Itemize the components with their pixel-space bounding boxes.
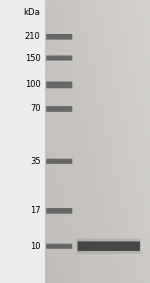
Text: 10: 10 [30,242,40,251]
FancyBboxPatch shape [46,159,72,164]
Text: 17: 17 [30,206,40,215]
Text: 100: 100 [25,80,40,89]
Text: kDa: kDa [24,8,40,17]
FancyBboxPatch shape [46,55,72,61]
FancyBboxPatch shape [46,244,72,249]
Text: 210: 210 [25,32,40,41]
Text: 35: 35 [30,157,40,166]
FancyBboxPatch shape [78,241,140,251]
Text: 150: 150 [25,53,40,63]
FancyBboxPatch shape [46,106,72,112]
FancyBboxPatch shape [46,208,72,214]
FancyBboxPatch shape [76,239,141,254]
FancyBboxPatch shape [46,34,72,40]
FancyBboxPatch shape [46,82,72,88]
Text: 70: 70 [30,104,40,113]
